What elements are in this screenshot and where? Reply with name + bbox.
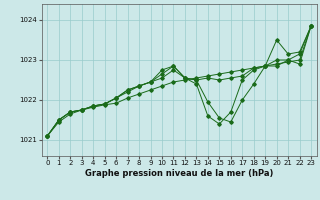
- X-axis label: Graphe pression niveau de la mer (hPa): Graphe pression niveau de la mer (hPa): [85, 169, 273, 178]
